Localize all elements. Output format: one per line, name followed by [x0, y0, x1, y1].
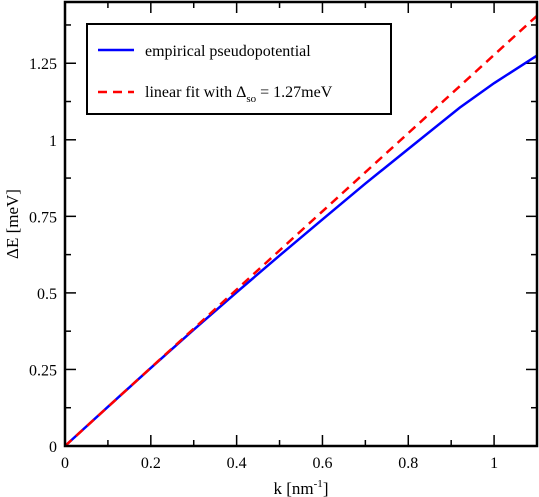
legend: empirical pseudopotential linear fit wit… — [86, 23, 392, 115]
x-tick-label: 0.4 — [227, 455, 247, 472]
series-line-linear-fit — [64, 14, 538, 447]
legend-label-empirical: empirical pseudopotential — [145, 43, 311, 60]
x-tick-label: 0.2 — [141, 455, 161, 472]
series-layer — [64, 14, 538, 447]
y-axis-label: ΔE [meV] — [3, 189, 22, 259]
legend-box — [86, 23, 392, 115]
plot-frame — [63, 0, 539, 448]
y-tick-label: 0 — [49, 439, 57, 456]
tick-labels: 0 0.2 0.4 0.6 0.8 1 0 0.25 0.5 0.75 1 1.25 — [29, 56, 498, 472]
y-tick-label: 0.5 — [37, 286, 57, 303]
y-tick-label: 0.75 — [29, 209, 57, 226]
y-tick-label: 0.25 — [29, 362, 57, 379]
x-axis-label: k [nm-1] — [274, 478, 329, 497]
x-tick-label: 1 — [490, 455, 498, 472]
y-tick-label: 1 — [49, 133, 57, 150]
legend-label-linear-fit: linear fit with Δso = 1.27meV — [145, 84, 333, 105]
x-tick-label: 0.8 — [398, 455, 418, 472]
y-tick-label: 1.25 — [29, 56, 57, 73]
x-tick-label: 0.6 — [312, 455, 332, 472]
x-tick-label: 0 — [61, 455, 69, 472]
